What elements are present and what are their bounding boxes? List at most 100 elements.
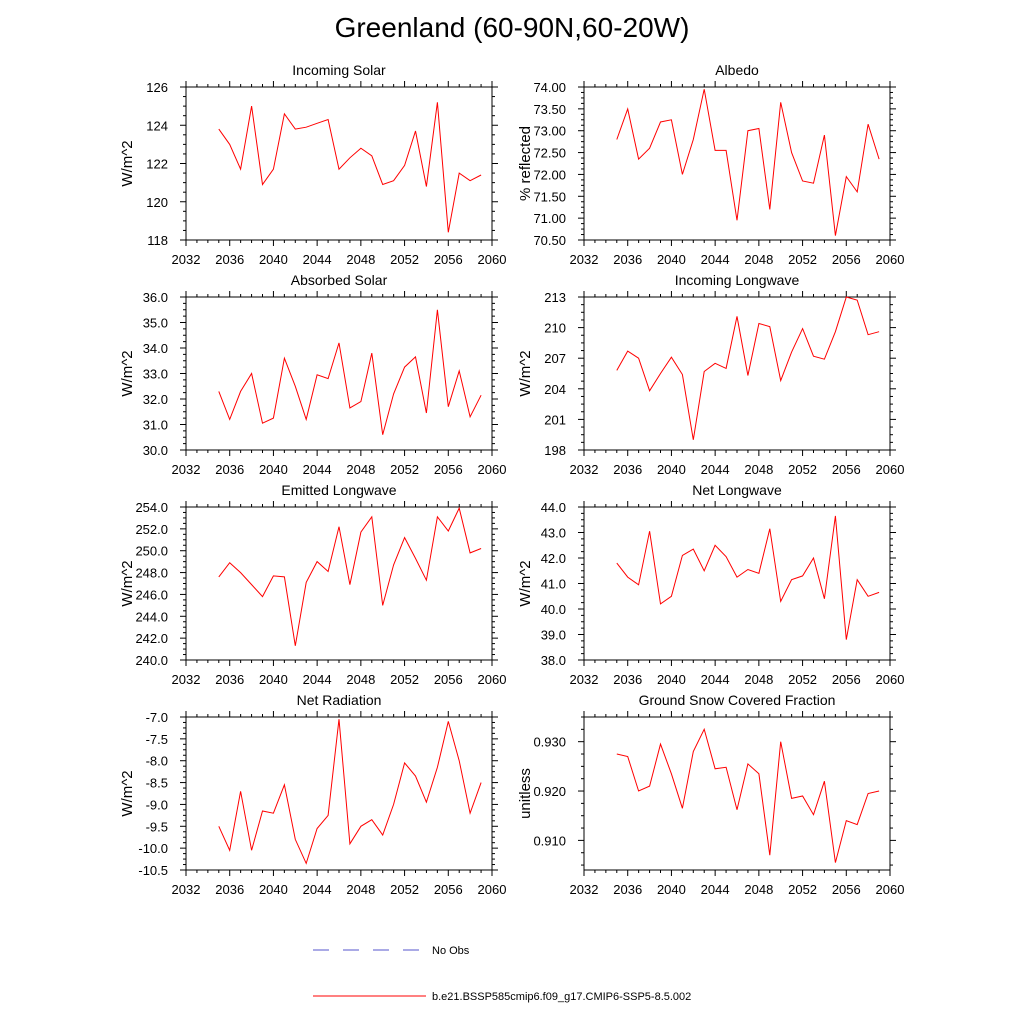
- net-radiation-xtick-label: 2044: [303, 882, 332, 897]
- panel-emitted-longwave: Emitted Longwave W/m^2 2032 2036 2040 2044 204…: [119, 482, 506, 687]
- net-longwave-ytick-label: 39.0: [541, 628, 566, 643]
- legend-label-model: b.e21.BSSP585cmip6.f09_g17.CMIP6-SSP5-8.…: [432, 991, 691, 1003]
- albedo-xtick-label: 2032: [570, 252, 599, 267]
- albedo-ylabel: % reflected: [517, 126, 534, 201]
- emitted-longwave-xtick-label: 2048: [346, 672, 375, 687]
- emitted-longwave-ytick-label: 250.0: [135, 544, 168, 559]
- net-radiation-ytick-label: -10.5: [138, 863, 168, 878]
- absorbed-solar-ytick-label: 32.0: [143, 392, 168, 407]
- albedo-series-line: [616, 89, 880, 236]
- incoming-solar-title: Incoming Solar: [292, 62, 386, 78]
- panel-ground-snow-covered-fraction: Ground Snow Covered Fraction unitless 2032…: [517, 692, 904, 897]
- albedo-ytick-label: 74.00: [533, 80, 566, 95]
- net-radiation-ytick-label: -8.0: [146, 754, 168, 769]
- ground-snow-covered-fraction-ytick-label: 0.910: [533, 833, 566, 848]
- incoming-solar-xtick-label: 2040: [259, 252, 288, 267]
- ground-snow-covered-fraction-ylabel: unitless: [517, 768, 534, 819]
- ground-snow-covered-fraction-xtick-label: 2040: [657, 882, 686, 897]
- legend-label-no-obs: No Obs: [432, 945, 470, 957]
- emitted-longwave-ytick-label: 254.0: [135, 500, 168, 515]
- ground-snow-covered-fraction-xtick-label: 2056: [832, 882, 861, 897]
- incoming-longwave-xtick-label: 2056: [832, 462, 861, 477]
- albedo-ytick-label: 72.00: [533, 167, 566, 182]
- incoming-longwave-xtick-label: 2052: [788, 462, 817, 477]
- emitted-longwave-xtick-label: 2052: [390, 672, 419, 687]
- incoming-longwave-xtick-label: 2036: [613, 462, 642, 477]
- absorbed-solar-xtick-label: 2060: [478, 462, 507, 477]
- absorbed-solar-ytick-label: 33.0: [143, 367, 168, 382]
- net-longwave-ytick-label: 40.0: [541, 602, 566, 617]
- incoming-longwave-ylabel: W/m^2: [517, 350, 534, 396]
- incoming-longwave-xtick-label: 2032: [570, 462, 599, 477]
- emitted-longwave-ytick-label: 248.0: [135, 566, 168, 581]
- net-radiation-ytick-label: -10.0: [138, 841, 168, 856]
- net-radiation-xtick-label: 2048: [346, 882, 375, 897]
- incoming-solar-series-line: [218, 102, 482, 233]
- absorbed-solar-series-line: [218, 309, 482, 435]
- net-radiation-ylabel: W/m^2: [119, 770, 136, 816]
- incoming-longwave-series-line: [616, 296, 880, 440]
- ground-snow-covered-fraction-ytick-label: 0.920: [533, 784, 566, 799]
- absorbed-solar-ytick-label: 34.0: [143, 341, 168, 356]
- emitted-longwave-ytick-label: 246.0: [135, 587, 168, 602]
- absorbed-solar-ytick-label: 31.0: [143, 418, 168, 433]
- incoming-longwave-ytick-label: 198: [544, 443, 566, 458]
- incoming-longwave-ytick-label: 201: [544, 412, 566, 427]
- absorbed-solar-xtick-label: 2032: [172, 462, 201, 477]
- albedo-ytick-label: 71.00: [533, 211, 566, 226]
- albedo-ytick-label: 72.50: [533, 146, 566, 161]
- emitted-longwave-xtick-label: 2036: [215, 672, 244, 687]
- albedo-ytick-label: 70.50: [533, 233, 566, 248]
- albedo-ytick-label: 73.50: [533, 102, 566, 117]
- emitted-longwave-title: Emitted Longwave: [281, 482, 396, 498]
- net-longwave-xtick-label: 2032: [570, 672, 599, 687]
- emitted-longwave-series-line: [218, 506, 482, 646]
- net-radiation-xtick-label: 2056: [434, 882, 463, 897]
- net-radiation-xtick-label: 2052: [390, 882, 419, 897]
- emitted-longwave-xtick-label: 2056: [434, 672, 463, 687]
- incoming-solar-ytick-label: 118: [147, 233, 168, 248]
- incoming-longwave-ytick-label: 210: [544, 321, 566, 336]
- ground-snow-covered-fraction-xtick-label: 2060: [876, 882, 905, 897]
- incoming-longwave-xtick-label: 2060: [876, 462, 905, 477]
- net-longwave-series-line: [616, 515, 880, 640]
- emitted-longwave-ytick-label: 252.0: [135, 522, 168, 537]
- incoming-solar-xtick-label: 2032: [172, 252, 201, 267]
- ground-snow-covered-fraction-xtick-label: 2036: [613, 882, 642, 897]
- incoming-solar-xtick-label: 2060: [478, 252, 507, 267]
- net-radiation-xtick-label: 2036: [215, 882, 244, 897]
- figure-title: Greenland (60-90N,60-20W): [334, 12, 690, 43]
- albedo-xtick-label: 2052: [788, 252, 817, 267]
- incoming-solar-ytick-label: 120: [146, 195, 168, 210]
- albedo-ytick-label: 71.50: [533, 189, 566, 204]
- absorbed-solar-ytick-label: 36.0: [143, 290, 168, 305]
- net-longwave-ytick-label: 42.0: [541, 551, 566, 566]
- net-radiation-xtick-label: 2040: [259, 882, 288, 897]
- net-longwave-xtick-label: 2056: [832, 672, 861, 687]
- absorbed-solar-xtick-label: 2040: [259, 462, 288, 477]
- ground-snow-covered-fraction-title: Ground Snow Covered Fraction: [639, 692, 836, 708]
- emitted-longwave-xtick-label: 2044: [303, 672, 332, 687]
- ground-snow-covered-fraction-xtick-label: 2044: [701, 882, 730, 897]
- net-radiation-xtick-label: 2060: [478, 882, 507, 897]
- ground-snow-covered-fraction-ytick-label: 0.930: [533, 735, 566, 750]
- emitted-longwave-xtick-label: 2040: [259, 672, 288, 687]
- panel-incoming-solar: Incoming Solar W/m^2 2032 2036 2040 2044 2048 2…: [119, 62, 506, 267]
- ground-snow-covered-fraction-xtick-label: 2032: [570, 882, 599, 897]
- albedo-xtick-label: 2036: [613, 252, 642, 267]
- emitted-longwave-xtick-label: 2032: [172, 672, 201, 687]
- emitted-longwave-xtick-label: 2060: [478, 672, 507, 687]
- incoming-solar-xtick-label: 2036: [215, 252, 244, 267]
- incoming-longwave-xtick-label: 2048: [744, 462, 773, 477]
- net-longwave-title: Net Longwave: [692, 482, 782, 498]
- absorbed-solar-xtick-label: 2044: [303, 462, 332, 477]
- net-radiation-ytick-label: -7.0: [146, 710, 168, 725]
- ground-snow-covered-fraction-xtick-label: 2048: [744, 882, 773, 897]
- panel-absorbed-solar: Absorbed Solar W/m^2 2032 2036 2040 2044 2048 2…: [119, 272, 506, 477]
- ground-snow-covered-fraction-xtick-label: 2052: [788, 882, 817, 897]
- net-longwave-ytick-label: 43.0: [541, 526, 566, 541]
- emitted-longwave-ytick-label: 244.0: [135, 609, 168, 624]
- net-longwave-xtick-label: 2044: [701, 672, 730, 687]
- incoming-longwave-xtick-label: 2044: [701, 462, 730, 477]
- absorbed-solar-xtick-label: 2056: [434, 462, 463, 477]
